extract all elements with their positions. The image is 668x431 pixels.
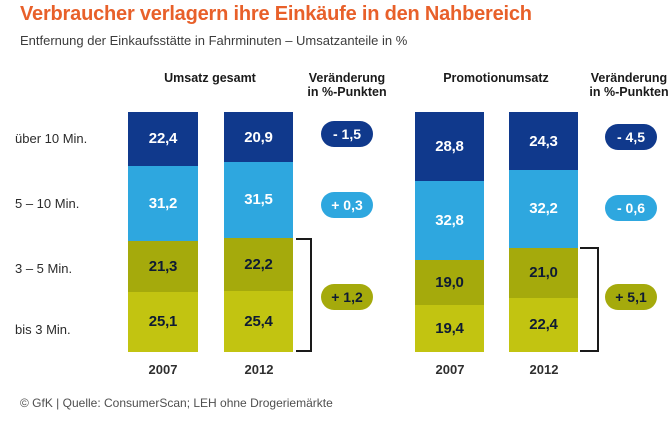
segment-value: 22,4 <box>529 316 558 334</box>
year-label: 2007 <box>435 362 465 377</box>
bar-segment: 19,4 <box>415 305 484 352</box>
stacked-bar-promotion-2007: 28,8 32,8 19,0 19,4 <box>415 112 484 352</box>
bar-segment: 20,9 <box>224 112 293 163</box>
segment-value: 21,3 <box>148 257 178 275</box>
bar-segment: 19,0 <box>415 259 484 306</box>
change-badge-umsatz-bis5: + 1,2 <box>321 284 373 310</box>
bar-segment: 31,5 <box>224 162 293 238</box>
stacked-bar-umsatz-2012: 20,9 31,5 22,2 25,4 <box>224 112 293 352</box>
segment-value: 32,8 <box>435 211 464 229</box>
row-label-5-10-min: 5 – 10 Min. <box>15 196 80 211</box>
stacked-bar-promotion-2012: 24,3 32,2 21,0 22,4 <box>509 112 578 352</box>
year-label: 2012 <box>244 362 274 377</box>
segment-value: 22,4 <box>148 130 178 148</box>
combined-segments-bracket-left <box>296 238 312 352</box>
year-label: 2012 <box>529 362 559 377</box>
change-badge-umsatz-5-10: + 0,3 <box>321 192 373 218</box>
bar-segment: 25,1 <box>128 291 198 352</box>
row-label-ueber-10-min: über 10 Min. <box>15 131 88 146</box>
bar-segment: 22,4 <box>128 112 198 166</box>
segment-value: 28,8 <box>435 138 464 156</box>
segment-value: 19,4 <box>435 320 464 338</box>
bar-segment: 31,2 <box>128 165 198 241</box>
bar-segment: 22,4 <box>509 297 578 352</box>
bar-segment: 28,8 <box>415 112 484 182</box>
bar-segment: 24,3 <box>509 112 578 171</box>
bar-segment: 21,3 <box>128 240 198 292</box>
stacked-bar-umsatz-2007: 22,4 31,2 21,3 25,1 <box>128 112 198 352</box>
segment-value: 21,0 <box>529 264 558 282</box>
bar-segment: 25,4 <box>224 291 293 352</box>
segment-value: 20,9 <box>244 128 273 146</box>
segment-value: 22,2 <box>244 255 273 273</box>
bar-segment: 32,2 <box>509 170 578 248</box>
segment-value: 31,5 <box>244 191 273 209</box>
segment-value: 19,0 <box>435 274 464 292</box>
change-badge-promotion-5-10: - 0,6 <box>605 195 657 221</box>
page-subtitle: Entfernung der Einkaufsstätte in Fahrmin… <box>20 33 408 48</box>
change-header-left: Veränderung in %-Punkten <box>307 71 387 99</box>
change-badge-promotion-bis5: + 5,1 <box>605 284 657 310</box>
segment-value: 25,1 <box>148 313 178 331</box>
page-title: Verbraucher verlagern ihre Einkäufe in d… <box>20 3 532 25</box>
group-header-umsatz-gesamt: Umsatz gesamt <box>164 71 256 85</box>
change-badge-umsatz-ueber10: - 1,5 <box>321 121 373 147</box>
combined-segments-bracket-right <box>580 247 599 352</box>
row-label-bis-3-min: bis 3 Min. <box>15 322 71 337</box>
bar-segment: 21,0 <box>509 247 578 298</box>
change-header-right: Veränderung in %-Punkten <box>589 71 668 99</box>
source-credit: © GfK | Quelle: ConsumerScan; LEH ohne D… <box>20 396 333 410</box>
segment-value: 24,3 <box>529 132 558 150</box>
segment-value: 32,2 <box>529 200 558 218</box>
segment-value: 31,2 <box>148 194 178 212</box>
year-label: 2007 <box>148 362 178 377</box>
bar-segment: 32,8 <box>415 181 484 260</box>
group-header-promotionumsatz: Promotionumsatz <box>443 71 549 85</box>
change-badge-promotion-ueber10: - 4,5 <box>605 124 657 150</box>
bar-segment: 22,2 <box>224 237 293 292</box>
segment-value: 25,4 <box>244 312 273 330</box>
row-label-3-5-min: 3 – 5 Min. <box>15 261 73 276</box>
